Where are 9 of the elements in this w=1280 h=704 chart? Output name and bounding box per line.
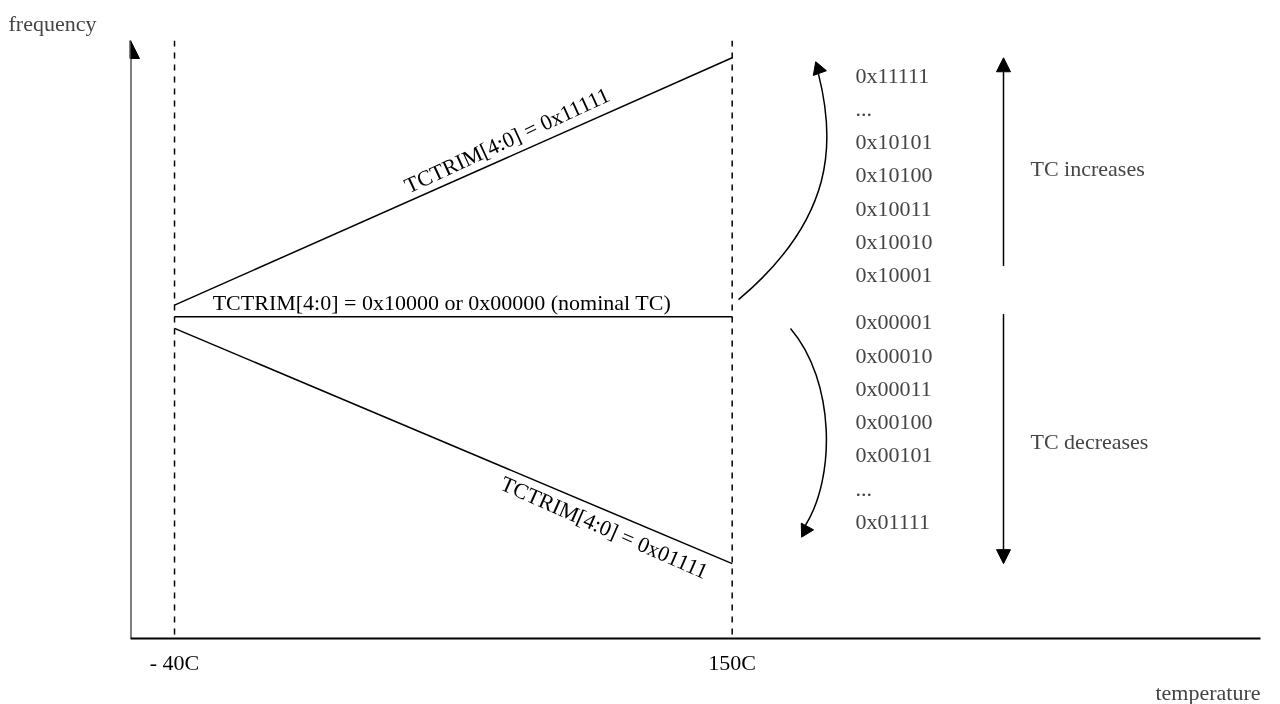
x-tick-label: 150C [708, 649, 757, 675]
x-tick-label: - 40C [149, 649, 200, 675]
x-axis-title: temperature [1155, 679, 1261, 704]
annotation: 0x11111 ... 0x10101 0x10100 0x10011 0x10010 0x10001 [855, 62, 933, 288]
y-axis-title: frequency [8, 10, 97, 36]
annotation: TC decreases [1030, 429, 1149, 455]
annotation: TC increases [1030, 155, 1145, 181]
annotation: 0x00001 0x00010 0x00011 0x00100 0x00101 ... 0x01111 [855, 309, 933, 534]
series-label: TCTRIM[4:0] = 0x10000 or 0x00000 (nominal TC) [212, 289, 671, 315]
